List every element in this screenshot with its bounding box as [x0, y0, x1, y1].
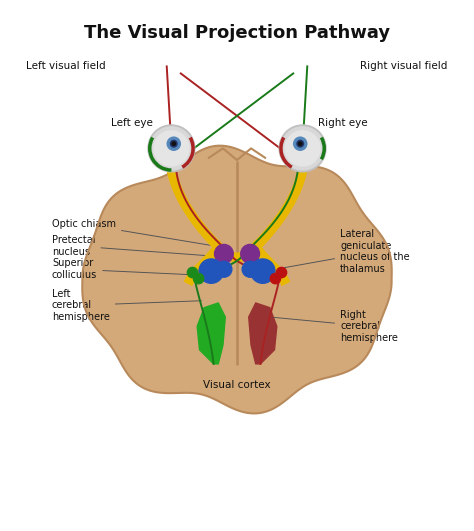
Circle shape [279, 125, 326, 172]
Circle shape [154, 131, 189, 166]
Text: Left
cerebral
hemisphere: Left cerebral hemisphere [52, 289, 201, 322]
Circle shape [297, 140, 303, 147]
Circle shape [167, 137, 180, 150]
Text: Visual cortex: Visual cortex [203, 380, 271, 390]
Text: Optic chiasm: Optic chiasm [52, 219, 211, 245]
Text: Left eye: Left eye [110, 118, 153, 127]
Circle shape [172, 142, 175, 145]
Polygon shape [82, 145, 392, 414]
Circle shape [281, 127, 324, 170]
Circle shape [215, 244, 233, 263]
Circle shape [171, 140, 177, 147]
Circle shape [150, 127, 193, 170]
Text: Lateral
geniculate
nucleus of the
thalamus: Lateral geniculate nucleus of the thalam… [268, 229, 410, 274]
Circle shape [199, 259, 223, 284]
Circle shape [251, 259, 275, 284]
Polygon shape [249, 303, 277, 364]
Circle shape [216, 261, 232, 277]
Circle shape [193, 273, 204, 284]
Circle shape [285, 131, 320, 166]
Text: Right
cerebral
hemisphere: Right cerebral hemisphere [273, 310, 398, 343]
Circle shape [270, 273, 281, 284]
Circle shape [148, 125, 195, 172]
Circle shape [187, 268, 198, 278]
Text: Pretectal
nucleus: Pretectal nucleus [52, 235, 211, 256]
Text: The Visual Projection Pathway: The Visual Projection Pathway [84, 24, 390, 42]
Circle shape [299, 142, 302, 145]
Polygon shape [197, 303, 225, 364]
Text: Left visual field: Left visual field [26, 62, 106, 71]
Circle shape [242, 261, 258, 277]
Text: Superior
colliculus: Superior colliculus [52, 259, 192, 280]
Text: Right visual field: Right visual field [360, 62, 448, 71]
Circle shape [276, 268, 287, 278]
Circle shape [241, 244, 259, 263]
Text: Right eye: Right eye [318, 118, 367, 127]
Circle shape [294, 137, 307, 150]
